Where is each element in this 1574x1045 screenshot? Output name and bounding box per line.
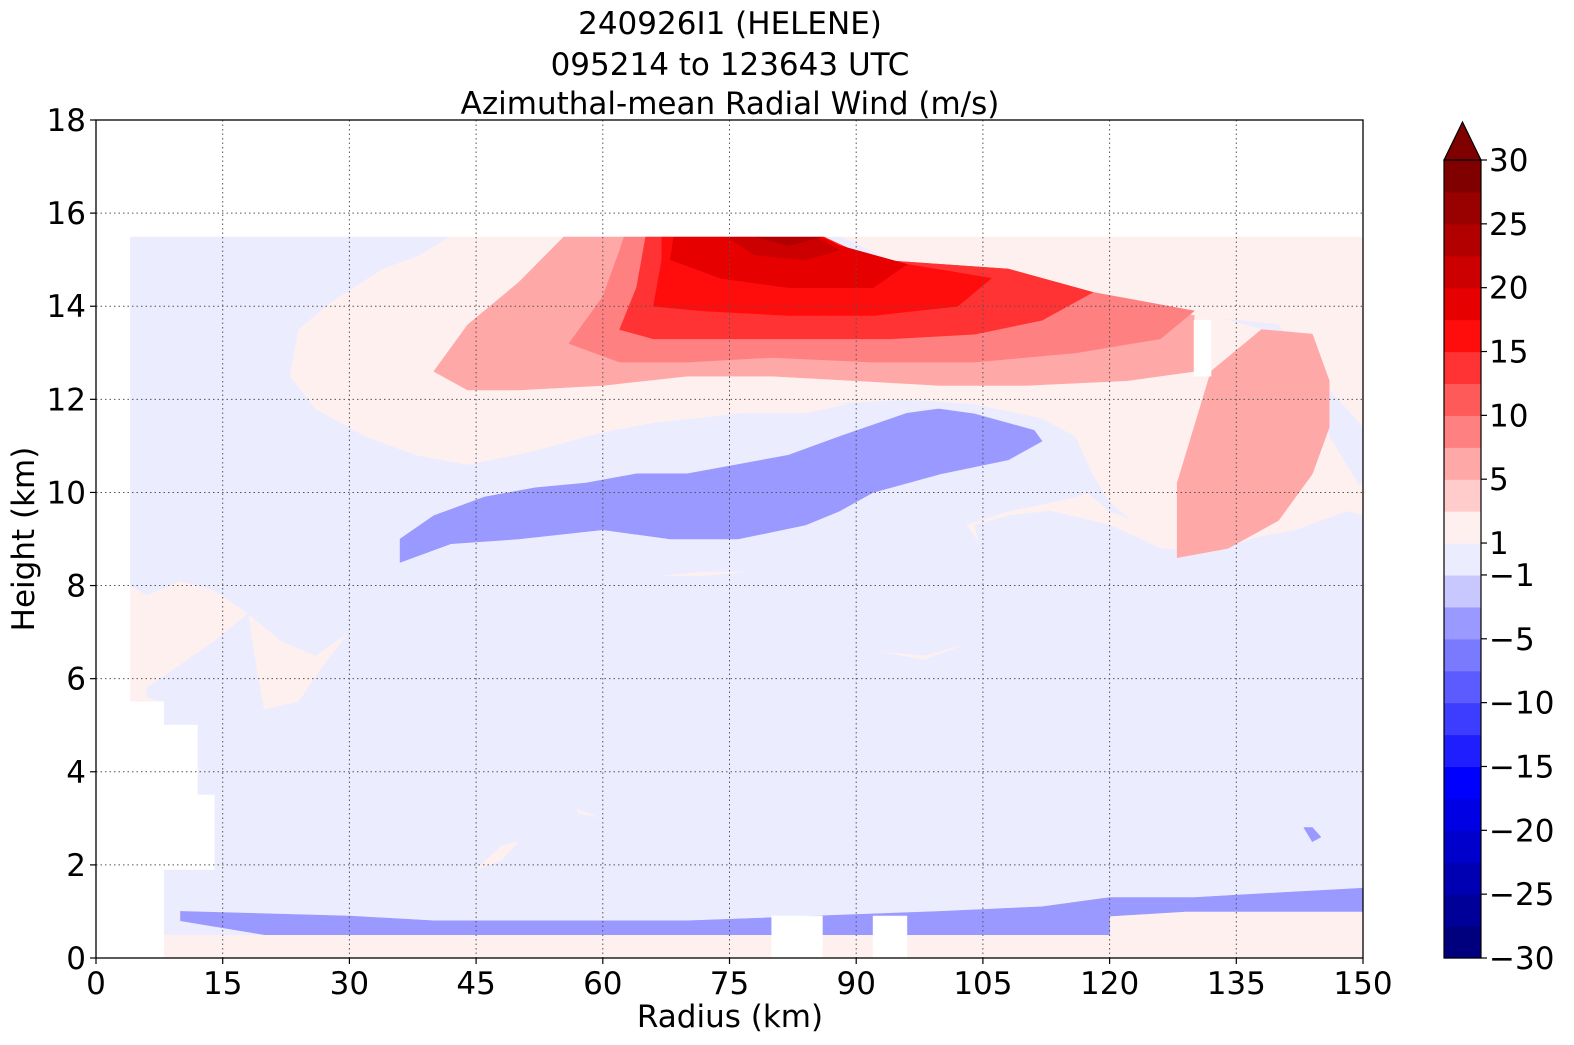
x-tick-label: 45: [456, 966, 495, 1002]
colorbar-swatch: [1444, 734, 1481, 768]
x-axis-label: Radius (km): [637, 999, 823, 1035]
colorbar-swatch: [1444, 511, 1481, 544]
y-tick-label: 0: [66, 941, 86, 977]
colorbar-swatch: [1444, 223, 1481, 257]
colorbar-swatch: [1444, 479, 1481, 512]
colorbar-tick-label: −1: [1489, 558, 1535, 594]
chart-title-line-1: 240926I1 (HELENE): [578, 6, 882, 42]
colorbar-tick-label: 10: [1489, 398, 1528, 434]
colorbar-swatch: [1444, 255, 1481, 289]
no-data-region-4: [872, 915, 908, 958]
colorbar-swatch: [1444, 606, 1481, 640]
x-tick-label: 0: [86, 966, 106, 1002]
grid-layer: [96, 120, 1363, 958]
contour-region-11: [1176, 329, 1330, 558]
chart-title-line-2: 095214 to 123643 UTC: [551, 47, 910, 83]
colorbar-tick-label: −10: [1489, 686, 1554, 722]
x-tick-label: 135: [1207, 966, 1266, 1002]
colorbar-tick-label: −20: [1489, 813, 1554, 849]
y-axis-label: Height (km): [6, 447, 42, 632]
no-data-region-6: [96, 120, 1363, 237]
colorbar-swatch: [1444, 670, 1481, 704]
colorbar-swatch: [1444, 287, 1481, 321]
x-tick-label: 75: [710, 966, 749, 1002]
colorbar-tick-label: −25: [1489, 877, 1554, 913]
y-axis-ticks: 0 2 4 6 8 10 12 14 16 18: [47, 103, 96, 977]
y-tick-label: 16: [47, 196, 86, 232]
colorbar-swatch: [1444, 830, 1481, 863]
colorbar-swatch: [1444, 798, 1481, 831]
x-tick-label: 15: [203, 966, 242, 1002]
y-tick-label: 8: [66, 569, 86, 605]
contour-region-2: [568, 506, 1363, 866]
colorbar-swatch: [1444, 160, 1481, 193]
y-tick-label: 4: [66, 755, 86, 791]
colorbar-swatch: [1444, 702, 1481, 736]
x-tick-label: 105: [953, 966, 1012, 1002]
x-tick-label: 90: [836, 966, 875, 1002]
colorbar-swatch: [1444, 543, 1481, 576]
colorbar-tick-label: 5: [1489, 462, 1509, 498]
colorbar-swatch: [1444, 638, 1481, 672]
y-tick-label: 6: [66, 662, 86, 698]
no-data-region-2: [129, 701, 215, 935]
y-tick-label: 18: [47, 103, 86, 139]
y-tick-label: 12: [47, 382, 86, 418]
x-tick-label: 120: [1080, 966, 1139, 1002]
contour-region-3: [180, 887, 1363, 936]
colorbar-tick-label: 30: [1489, 143, 1528, 179]
no-data-region-0: [96, 236, 131, 958]
colorbar-swatch: [1444, 574, 1481, 608]
colorbar-tick-label: −5: [1489, 622, 1535, 658]
chart-title-line-3: Azimuthal-mean Radial Wind (m/s): [461, 86, 1000, 122]
x-tick-label: 30: [330, 966, 369, 1002]
colorbar-swatch: [1444, 319, 1481, 353]
x-axis-ticks: 0 15 30 45 60 75 90 105 120 135 150: [86, 958, 1393, 1002]
colorbar-tick-label: −15: [1489, 749, 1554, 785]
colorbar-frame: [1443, 159, 1482, 959]
x-tick-label: 150: [1333, 966, 1392, 1002]
colorbar-swatch: [1444, 383, 1481, 416]
no-data-region-3: [771, 915, 823, 958]
colorbar-swatch: [1444, 766, 1481, 799]
colorbar-tick-label: −30: [1489, 941, 1554, 977]
colorbar-tick-label: 20: [1489, 271, 1528, 307]
contour-region-18: [475, 841, 520, 870]
contour-region-19: [1303, 827, 1322, 843]
y-tick-label: 10: [47, 475, 86, 511]
colorbar-swatch: [1444, 415, 1481, 448]
y-tick-label: 14: [47, 289, 86, 325]
colorbar-swatch: [1444, 191, 1481, 225]
colorbar-swatch: [1444, 862, 1481, 895]
colorbar-tick-label: 1: [1489, 526, 1509, 562]
colorbar-swatch: [1444, 926, 1481, 959]
colorbar-swatch: [1444, 351, 1481, 385]
y-tick-label: 2: [66, 848, 86, 884]
colorbar-tick-label: 25: [1489, 207, 1528, 243]
no-data-region-1: [129, 911, 164, 958]
colorbar-swatch: [1444, 894, 1481, 927]
no-data-region-5: [1193, 319, 1212, 377]
colorbar-swatch: [1444, 447, 1481, 480]
x-tick-label: 60: [583, 966, 622, 1002]
colorbar-extend-arrow: [1443, 120, 1482, 161]
colorbar-tick-label: 15: [1489, 335, 1528, 371]
no-data-mask-layer: [96, 120, 1363, 958]
